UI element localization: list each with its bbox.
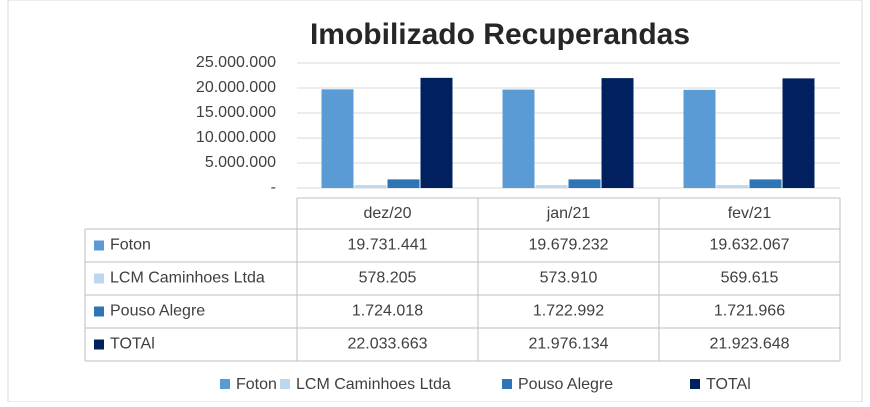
bar — [568, 179, 601, 188]
table-value: 1.721.966 — [714, 303, 785, 320]
table-value: 22.033.663 — [347, 336, 427, 353]
legend-key — [280, 379, 290, 389]
table-value: 21.976.134 — [528, 336, 608, 353]
y-tick-label: 5.000.000 — [205, 154, 276, 171]
table-value: 19.679.232 — [528, 237, 608, 254]
legend-label: Foton — [236, 376, 277, 393]
chart-title: Imobilizado Recuperandas — [310, 18, 690, 51]
bar — [601, 78, 634, 188]
y-tick-label: 15.000.000 — [196, 104, 276, 121]
row-label: Pouso Alegre — [110, 303, 205, 320]
table-header: jan/21 — [546, 205, 591, 222]
bar — [535, 185, 568, 188]
legend-key — [94, 339, 104, 350]
legend-key — [94, 273, 104, 284]
legend-key — [690, 379, 700, 389]
bar — [321, 89, 354, 188]
y-tick-label: 25.000.000 — [196, 54, 276, 71]
bar — [387, 179, 420, 188]
bar — [782, 78, 815, 188]
table-value: 19.731.441 — [347, 237, 427, 254]
y-tick-label: 20.000.000 — [196, 79, 276, 96]
table-header: dez/20 — [363, 205, 411, 222]
table-header: fev/21 — [728, 205, 772, 222]
legend-key — [94, 240, 104, 251]
legend-key — [220, 379, 230, 389]
table-value: 578.205 — [359, 270, 417, 287]
bar — [354, 185, 387, 188]
row-label: LCM Caminhoes Ltda — [110, 270, 265, 287]
table-value: 1.724.018 — [352, 303, 423, 320]
legend-label: LCM Caminhoes Ltda — [296, 376, 451, 393]
row-label: Foton — [110, 237, 151, 254]
bar — [683, 89, 716, 188]
table-value: 573.910 — [540, 270, 598, 287]
bar — [420, 77, 453, 188]
bar — [502, 89, 535, 188]
table-value: 1.722.992 — [533, 303, 604, 320]
bar — [749, 179, 782, 188]
legend-key — [94, 306, 104, 317]
y-tick-label: - — [271, 179, 276, 196]
legend-label: Pouso Alegre — [518, 376, 613, 393]
legend-key — [502, 379, 512, 389]
bar — [716, 185, 749, 188]
chart-frame — [7, 0, 863, 403]
table-value: 21.923.648 — [709, 336, 789, 353]
table-value: 19.632.067 — [709, 237, 789, 254]
row-label: TOTAl — [110, 336, 155, 353]
y-tick-label: 10.000.000 — [196, 129, 276, 146]
legend-label: TOTAl — [706, 376, 751, 393]
table-value: 569.615 — [721, 270, 779, 287]
